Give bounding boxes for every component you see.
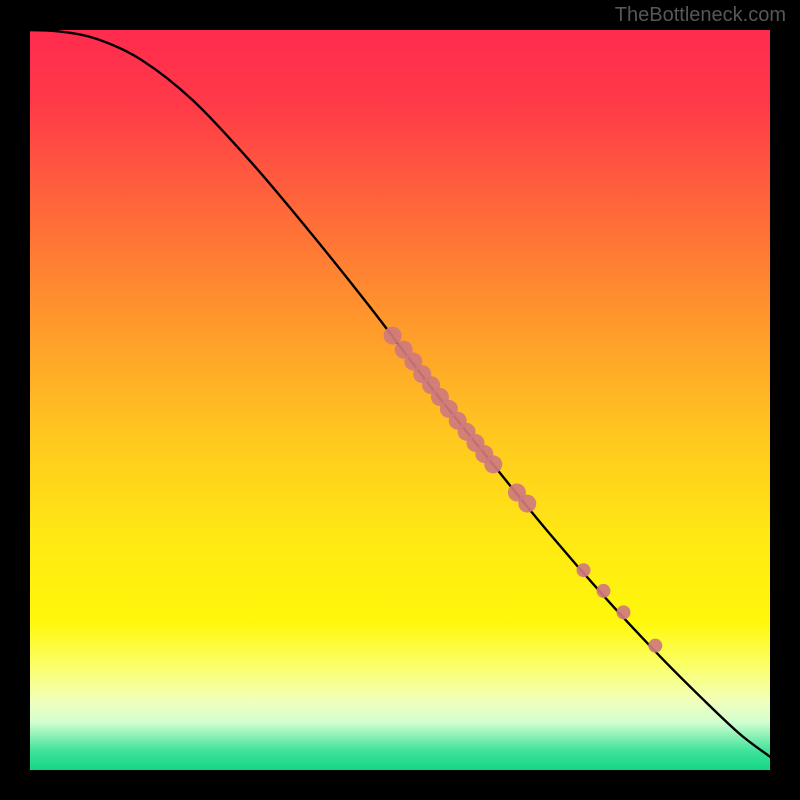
marker-dot: [577, 563, 591, 577]
watermark-text: TheBottleneck.com: [615, 4, 786, 27]
marker-dot: [648, 639, 662, 653]
chart-frame: TheBottleneck.com: [0, 0, 800, 800]
marker-dot: [384, 327, 402, 345]
plot-background: [30, 30, 770, 770]
marker-dot: [597, 584, 611, 598]
marker-dot: [518, 495, 536, 513]
chart-svg: [0, 0, 800, 800]
marker-dot: [484, 455, 502, 473]
marker-dot: [616, 605, 630, 619]
